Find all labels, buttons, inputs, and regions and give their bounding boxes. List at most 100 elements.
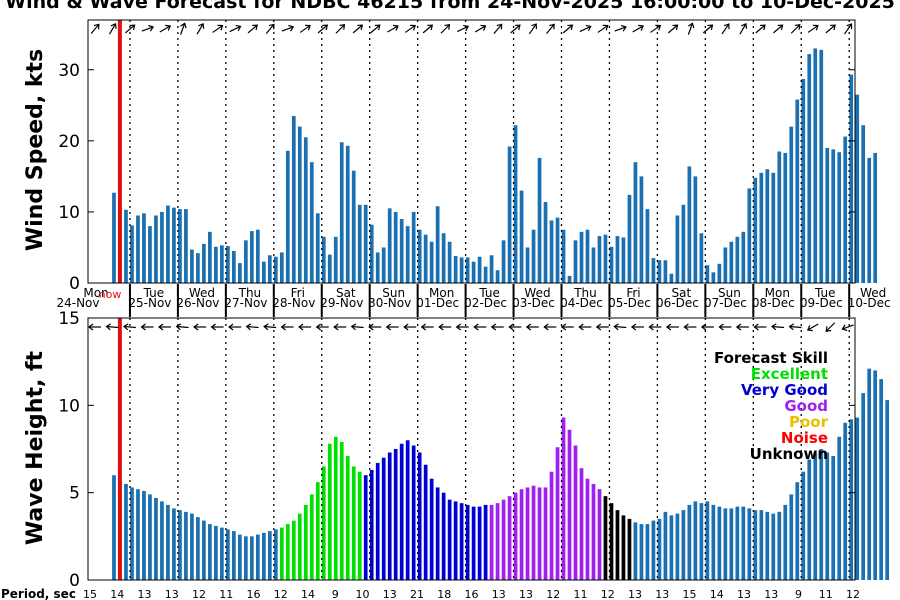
bar — [363, 204, 368, 283]
bar — [561, 229, 566, 283]
bar — [699, 503, 704, 580]
bar — [447, 241, 452, 283]
bar — [381, 247, 386, 283]
bar — [759, 510, 764, 580]
bar — [777, 151, 782, 283]
bar — [255, 229, 260, 283]
direction-arrow — [193, 323, 207, 331]
bar — [327, 254, 332, 283]
direction-arrow — [368, 323, 382, 331]
period-value: 13 — [492, 588, 506, 600]
direction-arrow — [281, 24, 295, 32]
bar — [196, 253, 200, 283]
bar — [765, 511, 770, 580]
bar — [801, 471, 806, 580]
bar — [465, 257, 470, 283]
bar — [687, 504, 692, 580]
direction-arrow — [579, 24, 592, 33]
wave-height-axis-label: Wave Height, ft — [23, 350, 48, 545]
bar — [190, 249, 194, 283]
bar — [261, 532, 266, 580]
bar — [471, 506, 476, 580]
bar — [639, 176, 644, 283]
bar — [495, 270, 500, 283]
direction-arrow — [108, 22, 117, 35]
bar — [651, 520, 656, 580]
bar — [489, 504, 494, 580]
bar — [741, 231, 746, 283]
y-tick-label: 20 — [58, 132, 80, 152]
bar — [130, 487, 134, 580]
bar — [777, 511, 782, 580]
date-label: 10-Dec — [848, 296, 891, 310]
bar — [148, 226, 152, 283]
direction-arrow — [352, 24, 364, 34]
wind-speed-panel: 0 10 20 30 — [58, 19, 878, 294]
bar — [375, 252, 380, 283]
direction-arrow — [105, 323, 119, 331]
bar — [142, 213, 146, 283]
direction-arrow — [385, 323, 399, 331]
direction-arrow — [438, 323, 452, 331]
bar — [705, 501, 710, 580]
bar — [202, 520, 206, 580]
bar — [531, 229, 536, 283]
bar — [807, 54, 812, 284]
bar — [759, 172, 764, 283]
bar — [747, 508, 752, 580]
bar — [190, 513, 194, 580]
bar — [513, 125, 518, 283]
bar — [789, 126, 794, 284]
bar — [585, 229, 590, 283]
bar — [381, 457, 386, 580]
bar — [537, 157, 542, 283]
bar — [699, 233, 704, 283]
date-label: 02-Dec — [464, 296, 507, 310]
period-label: Period, sec — [1, 587, 76, 600]
bar — [208, 231, 212, 283]
bar — [867, 368, 872, 580]
direction-arrow — [280, 323, 294, 331]
bar — [729, 508, 734, 580]
bar — [747, 188, 752, 283]
bar — [513, 492, 518, 580]
period-value: 13 — [165, 588, 179, 600]
period-value: 15 — [83, 588, 97, 600]
bar — [184, 209, 188, 283]
direction-arrow — [141, 24, 155, 32]
direction-arrow — [597, 24, 609, 33]
bar — [279, 252, 284, 283]
date-label: 28-Nov — [272, 296, 315, 310]
bar — [627, 518, 632, 580]
bar — [465, 504, 470, 580]
direction-arrow — [263, 323, 277, 331]
bar — [279, 527, 284, 580]
bar — [849, 74, 854, 283]
bar — [315, 482, 320, 580]
bar — [309, 162, 314, 283]
direction-arrow — [790, 24, 801, 34]
bar — [831, 149, 836, 283]
bar — [885, 400, 890, 580]
direction-arrow — [700, 323, 714, 331]
chart-title: Wind & Wave Forecast for NDBC 46215 from… — [5, 0, 895, 13]
bar — [873, 152, 878, 283]
direction-arrow — [179, 22, 187, 35]
bar — [537, 487, 542, 580]
bar — [423, 464, 428, 580]
bar — [232, 251, 236, 283]
direction-arrow — [543, 323, 557, 331]
bar — [753, 510, 758, 580]
bar — [753, 177, 758, 283]
direction-arrow — [508, 323, 522, 331]
direction-arrow — [245, 323, 259, 331]
bar — [621, 237, 626, 283]
bar — [172, 207, 176, 283]
bar — [633, 162, 638, 283]
period-value: 13 — [655, 588, 669, 600]
bar — [525, 247, 530, 283]
bar — [801, 79, 806, 283]
direction-arrow — [825, 24, 836, 34]
bar — [651, 258, 656, 283]
bar — [813, 452, 818, 580]
